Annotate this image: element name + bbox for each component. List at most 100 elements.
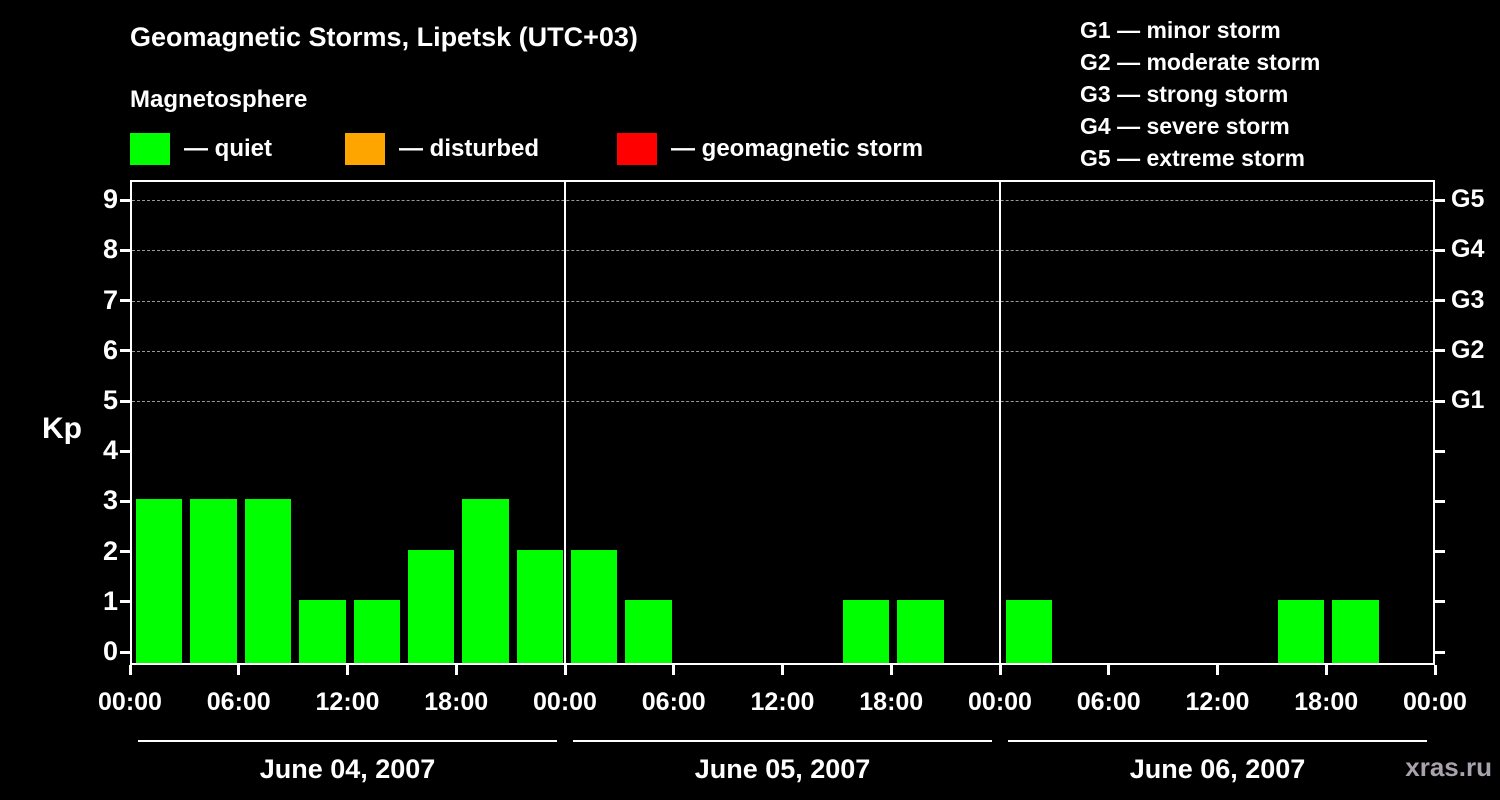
y-tick-label: 3 (102, 485, 118, 516)
y-tick-mark-left (120, 600, 130, 604)
day-separator (564, 182, 566, 663)
x-tick-label: 06:00 (1076, 688, 1141, 716)
g-level-label-g3: G3 (1451, 285, 1485, 314)
g-level-label-g4: G4 (1451, 235, 1485, 264)
storm-level-g5: G5 — extreme storm (1080, 145, 1305, 171)
y-tick-label: 1 (102, 585, 118, 616)
x-tick-label: 18:00 (424, 688, 489, 716)
y-tick-label: 8 (102, 234, 118, 265)
y-tick-mark-right (1435, 399, 1445, 403)
kp-bar (571, 549, 618, 663)
x-tick-label: 12:00 (315, 688, 380, 716)
day-separator (999, 182, 1001, 663)
x-tick-mark (889, 665, 893, 675)
x-tick-label: 00:00 (1403, 688, 1467, 716)
quiet-swatch-icon (130, 133, 170, 165)
y-tick-mark-right (1435, 248, 1445, 252)
y-tick-mark-right (1435, 650, 1445, 654)
x-tick-label: 18:00 (859, 688, 924, 716)
y-tick-mark-right (1435, 449, 1445, 453)
y-tick-mark-left (120, 399, 130, 403)
gridline-kp7 (132, 300, 1433, 302)
x-tick-mark (672, 665, 676, 675)
x-tick-label: 06:00 (206, 688, 271, 716)
kp-bar (462, 499, 509, 663)
y-tick-mark-left (120, 650, 130, 654)
storm-level-g3: G3 — strong storm (1080, 81, 1289, 107)
legend-quiet-label: — quiet (184, 135, 272, 162)
x-tick-mark (1216, 665, 1219, 675)
date-bracket (138, 740, 557, 742)
x-tick-label: 12:00 (1185, 688, 1250, 716)
x-tick-mark (237, 665, 241, 675)
x-tick-label: 18:00 (1294, 688, 1359, 716)
y-tick-mark-right (1435, 198, 1445, 202)
x-tick-mark (563, 665, 567, 675)
y-tick-label: 4 (102, 435, 118, 466)
x-tick-mark (454, 665, 458, 675)
g-level-label-g5: G5 (1451, 185, 1485, 214)
gridline-kp5 (132, 401, 1433, 402)
x-tick-label: 00:00 (968, 688, 1032, 716)
date-bracket (573, 740, 992, 742)
y-axis-title: Kp (42, 412, 82, 445)
kp-bar (516, 549, 563, 663)
x-tick-label: 00:00 (533, 688, 597, 716)
y-tick-mark-left (120, 299, 130, 303)
storm-level-g1: G1 — minor storm (1080, 17, 1281, 43)
y-tick-label: 0 (102, 635, 118, 666)
disturbed-swatch-icon (345, 133, 385, 165)
x-tick-mark (128, 665, 132, 675)
x-tick-mark (998, 665, 1002, 675)
magnetosphere-label: Magnetosphere (130, 86, 308, 113)
y-tick-mark-left (120, 198, 130, 202)
y-tick-mark-left (120, 449, 130, 453)
y-tick-mark-right (1435, 349, 1445, 353)
kp-bar (353, 599, 400, 663)
y-tick-mark-left (120, 248, 130, 252)
legend-item-storm: — geomagnetic storm (617, 132, 923, 166)
storm-level-g4: G4 — severe storm (1080, 113, 1290, 139)
legend-item-disturbed: — disturbed (345, 132, 539, 166)
storm-swatch-icon (617, 133, 657, 165)
y-tick-mark-left (120, 499, 130, 503)
x-tick-mark (781, 665, 784, 675)
date-bracket (1008, 740, 1427, 742)
watermark: xras.ru (1405, 752, 1492, 782)
y-tick-label: 7 (102, 284, 118, 315)
gridline-kp8 (132, 250, 1433, 252)
y-tick-mark-right (1435, 600, 1445, 604)
g-level-label-g2: G2 (1451, 335, 1485, 364)
kp-bar (407, 549, 455, 663)
y-tick-mark-left (120, 349, 130, 353)
date-label: June 06, 2007 (1129, 754, 1306, 784)
kp-bar (244, 499, 292, 663)
x-tick-mark (1107, 665, 1111, 675)
x-tick-mark (1324, 665, 1328, 675)
kp-bar (1277, 599, 1325, 663)
x-tick-mark (346, 665, 349, 675)
x-tick-label: 12:00 (750, 688, 815, 716)
plot-area (130, 180, 1435, 665)
chart-title: Geomagnetic Storms, Lipetsk (UTC+03) (130, 22, 638, 52)
g-level-label-g1: G1 (1451, 385, 1485, 414)
storm-level-g2: G2 — moderate storm (1080, 49, 1321, 75)
y-tick-mark-right (1435, 499, 1445, 503)
x-tick-label: 00:00 (98, 688, 162, 716)
legend-storm-label: — geomagnetic storm (671, 135, 924, 162)
kp-bar (897, 599, 944, 663)
y-tick-label: 5 (102, 384, 118, 415)
y-tick-mark-right (1435, 299, 1445, 303)
kp-bar (625, 599, 672, 663)
kp-bar (1332, 599, 1379, 663)
x-tick-mark (1433, 665, 1437, 675)
y-tick-label: 6 (102, 334, 118, 365)
legend-item-quiet: — quiet (130, 132, 272, 166)
x-tick-label: 06:00 (641, 688, 706, 716)
gridline-kp6 (132, 350, 1433, 352)
kp-bar (1006, 599, 1053, 663)
y-tick-mark-left (120, 550, 130, 554)
date-label: June 05, 2007 (694, 754, 871, 784)
storm-level-legend: G1 — minor storm G2 — moderate storm G3 … (1080, 14, 1320, 174)
gridline-kp9 (132, 200, 1433, 202)
